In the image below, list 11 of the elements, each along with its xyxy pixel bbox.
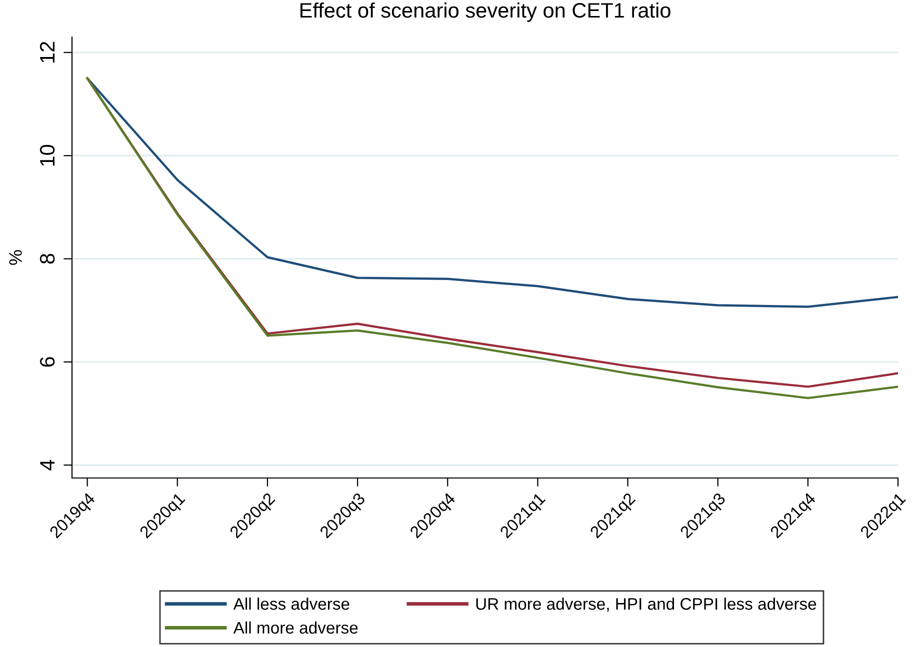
y-tick-label: 12 bbox=[40, 42, 54, 62]
y-tick-label: 6 bbox=[40, 357, 55, 367]
y-tick-label: 10 bbox=[40, 144, 55, 166]
legend-label: All more adverse bbox=[233, 621, 358, 634]
chart-title: Effect of scenario severity on CET1 ratio bbox=[300, 2, 670, 22]
legend-label: All less adverse bbox=[233, 598, 350, 610]
line-series bbox=[86, 77, 898, 308]
y-axis-title: % bbox=[9, 250, 22, 265]
legend-label: UR more adverse, HPI and CPPI less adverse bbox=[476, 598, 816, 612]
y-tick-label: 8 bbox=[40, 254, 55, 264]
y-tick-label: 4 bbox=[40, 460, 54, 470]
